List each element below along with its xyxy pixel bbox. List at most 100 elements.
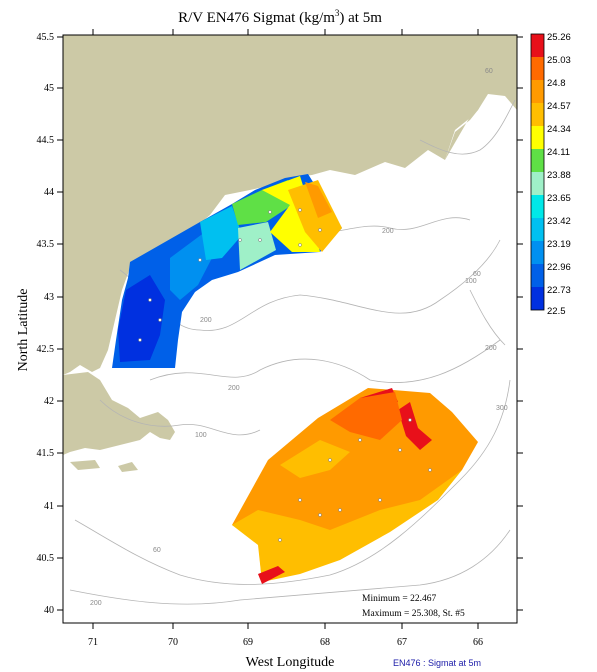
colorbar-label: 23.19 xyxy=(547,239,571,250)
station-marker xyxy=(298,498,302,502)
colorbar-swatch xyxy=(531,57,544,80)
station-marker xyxy=(298,243,302,247)
y-tick-labels: 45.5 45 44.5 44 43.5 43 42.5 42 41.5 41 … xyxy=(37,32,55,616)
station-marker xyxy=(268,210,272,214)
field-gulf-cyan xyxy=(200,206,242,260)
y-tick-label: 41.5 xyxy=(37,448,55,459)
isobath-label-60: 60 xyxy=(153,547,161,554)
plot-area: 200 200 200 200 100 60 100 300 60 200 60 xyxy=(63,35,517,623)
field-georges-red-southwest xyxy=(258,566,285,584)
station-marker xyxy=(198,258,202,262)
map-frame xyxy=(62,34,518,624)
y-tick-label: 43.5 xyxy=(37,239,55,250)
colorbar-swatch xyxy=(531,241,544,264)
station-marker xyxy=(148,298,152,302)
station-marker xyxy=(138,338,142,342)
station-marker xyxy=(158,318,162,322)
isobath-label-100: 100 xyxy=(465,278,477,285)
island-nantucket xyxy=(118,462,138,472)
isobath-label-60: 60 xyxy=(485,68,493,75)
field-gulf-yellow-orange xyxy=(288,180,342,252)
station-marker xyxy=(298,208,302,212)
field-georges-light xyxy=(232,470,462,582)
y-tick-label: 43 xyxy=(44,292,54,303)
x-tick-label: 71 xyxy=(88,637,98,648)
y-tick-label: 42.5 xyxy=(37,344,55,355)
colorbar-label: 25.03 xyxy=(547,55,571,66)
x-tick-label: 69 xyxy=(243,637,253,648)
colorbar-label: 22.5 xyxy=(547,306,566,317)
y-tick-label: 44 xyxy=(44,187,54,198)
station-marker xyxy=(238,238,242,242)
field-gulf-deep-blue xyxy=(118,275,165,362)
colorbar-swatch xyxy=(531,172,544,195)
maximum-annotation: Maximum = 25.308, St. #5 xyxy=(362,609,465,619)
field-georges-red-east xyxy=(398,402,432,450)
colorbar-swatch xyxy=(531,218,544,241)
station-marker xyxy=(328,458,332,462)
colorbar-swatch xyxy=(531,195,544,218)
colorbar-label: 23.88 xyxy=(547,170,571,181)
figure-footer: EN476 : Sigmat at 5m xyxy=(393,658,481,668)
minimum-annotation: Minimum = 22.467 xyxy=(362,594,436,604)
colorbar-swatch xyxy=(531,287,544,310)
colorbar-label: 24.34 xyxy=(547,124,571,135)
y-tick-label: 44.5 xyxy=(37,135,55,146)
colorbar-label: 24.57 xyxy=(547,101,571,112)
colorbar-swatch xyxy=(531,149,544,172)
field-georges-band xyxy=(280,440,350,478)
isobath-label-200: 200 xyxy=(228,385,240,392)
isobath-label-60: 60 xyxy=(473,271,481,278)
field-gulf-aqua xyxy=(238,222,276,270)
x-tick-labels: 71 70 69 68 67 66 xyxy=(88,637,483,648)
colorbar: 25.26 25.03 24.8 24.57 24.34 24.11 23.88… xyxy=(530,32,571,317)
station-marker xyxy=(398,448,402,452)
colorbar-swatch xyxy=(531,264,544,287)
colorbar-label: 22.96 xyxy=(547,262,571,273)
x-tick-label: 66 xyxy=(473,637,483,648)
isobath-label-200: 200 xyxy=(200,317,212,324)
island-marthas-vineyard xyxy=(70,460,100,470)
y-tick-label: 41 xyxy=(44,501,54,512)
x-tick-label: 70 xyxy=(168,637,178,648)
isobath-label-200: 200 xyxy=(485,345,497,352)
landmass-nova-scotia xyxy=(445,35,517,160)
station-marker xyxy=(318,513,322,517)
landmass-new-england xyxy=(63,35,517,375)
isobaths xyxy=(69,99,516,605)
station-marker xyxy=(338,508,342,512)
map-title: R/V EN476 Sigmat (kg/m3) at 5m xyxy=(178,8,382,26)
y-tick-label: 45 xyxy=(44,83,54,94)
colorbar-label: 25.26 xyxy=(547,32,571,43)
field-georges-orange-dark xyxy=(330,392,402,440)
x-tick-label: 67 xyxy=(397,637,407,648)
y-tick-label: 40 xyxy=(44,605,54,616)
georges-bank-field xyxy=(232,388,478,584)
y-tick-label: 42 xyxy=(44,396,54,407)
colorbar-label: 23.42 xyxy=(547,216,571,227)
y-tick-label: 45.5 xyxy=(37,32,55,43)
x-tick-label: 68 xyxy=(320,637,330,648)
colorbar-swatch xyxy=(531,80,544,103)
station-markers xyxy=(138,208,432,542)
field-gulf-orange xyxy=(305,182,332,218)
y-tick-label: 40.5 xyxy=(37,553,55,564)
station-marker xyxy=(378,498,382,502)
colorbar-label: 22.73 xyxy=(547,285,571,296)
y-axis xyxy=(57,36,523,611)
colorbar-label: 24.11 xyxy=(547,147,570,158)
station-marker xyxy=(318,228,322,232)
station-marker xyxy=(408,418,412,422)
colorbar-label: 24.8 xyxy=(547,78,566,89)
x-axis-title: West Longitude xyxy=(246,655,335,670)
station-marker xyxy=(428,468,432,472)
colorbar-label: 23.65 xyxy=(547,193,571,204)
station-marker xyxy=(278,538,282,542)
station-marker xyxy=(358,438,362,442)
y-axis-title: North Latitude xyxy=(16,289,31,372)
colorbar-swatch xyxy=(531,126,544,149)
landmass-cape-cod xyxy=(63,372,175,455)
isobath-label-200: 200 xyxy=(90,600,102,607)
station-marker xyxy=(258,238,262,242)
